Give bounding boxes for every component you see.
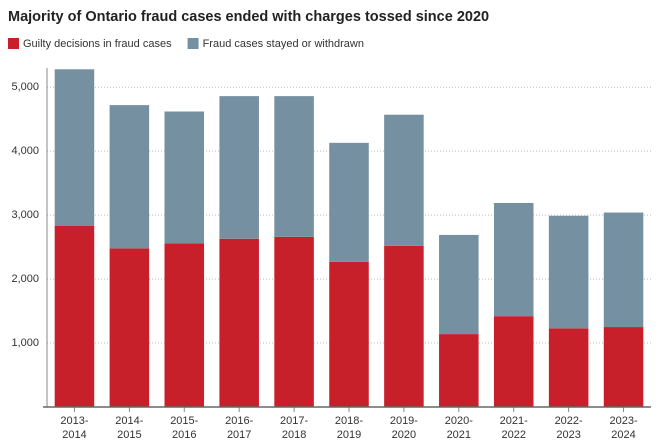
x-tick-label: 2022- 2023 <box>555 415 583 441</box>
x-tick-label-line: 2020 <box>392 429 416 441</box>
legend-label: Guilty decisions in fraud cases <box>23 38 172 50</box>
x-tick-label-line: 2019- <box>390 415 418 427</box>
x-tick-label-line: 2018- <box>335 415 363 427</box>
legend-label: Fraud cases stayed or withdrawn <box>203 38 364 50</box>
chart-title: Majority of Ontario fraud cases ended wi… <box>8 9 489 25</box>
x-tick-label-line: 2015- <box>170 415 198 427</box>
bar-segment <box>54 69 95 226</box>
y-tick-label: 4,000 <box>11 145 39 157</box>
bar-segment <box>164 111 205 244</box>
x-tick-label-line: 2024 <box>611 429 635 441</box>
bar-segment <box>109 105 150 249</box>
x-tick-label-line: 2021- <box>500 415 528 427</box>
x-tick-label: 2016- 2017 <box>225 415 253 441</box>
bar-segment <box>329 261 369 407</box>
x-tick-label-line: 2023- <box>609 415 637 427</box>
legend-swatch <box>187 38 199 49</box>
x-tick-label: 2019- 2020 <box>390 415 418 441</box>
x-tick-label-line: 2013- <box>60 415 88 427</box>
x-tick-label: 2017- 2018 <box>280 415 308 441</box>
x-tick-label: 2013- 2014 <box>60 415 88 441</box>
x-tick-label-line: 2022 <box>501 429 525 441</box>
x-tick-label: 2023- 2024 <box>609 415 637 441</box>
y-tick-label: 2,000 <box>11 273 39 285</box>
x-tick-label: 2015- 2016 <box>170 415 198 441</box>
x-tick-label-line: 2015 <box>117 429 141 441</box>
y-tick-label: 1,000 <box>11 337 39 349</box>
bar-segment <box>439 334 479 407</box>
x-tick-label-line: 2020- <box>445 415 473 427</box>
y-tick-label: 3,000 <box>11 209 39 221</box>
x-tick-label-line: 2017- <box>280 415 308 427</box>
x-tick-label: 2018- 2019 <box>335 415 363 441</box>
x-tick-label-line: 2014- <box>115 415 143 427</box>
bar-segment <box>603 212 644 328</box>
bar-segment <box>384 245 424 407</box>
bar-segment <box>109 248 150 407</box>
x-tick-label-line: 2023 <box>556 429 580 441</box>
x-tick-label-line: 2021 <box>447 429 471 441</box>
bar-segment <box>329 142 369 262</box>
bar-segment <box>548 328 589 407</box>
x-tick-label: 2020- 2021 <box>445 415 473 441</box>
bar-segment <box>274 96 314 237</box>
bar-segment <box>54 225 95 407</box>
x-tick-label-line: 2018 <box>282 429 306 441</box>
x-tick-label-line: 2016 <box>172 429 196 441</box>
y-tick-label: 5,000 <box>11 81 39 93</box>
x-tick-label-line: 2014 <box>62 429 86 441</box>
x-tick-label-line: 2017 <box>227 429 251 441</box>
x-tick-label: 2021- 2022 <box>500 415 528 441</box>
x-tick-label-line: 2019 <box>337 429 361 441</box>
bar-segment <box>439 234 479 335</box>
bar-segment <box>274 236 314 407</box>
x-tick-label: 2014- 2015 <box>115 415 143 441</box>
bar-segment <box>384 114 424 246</box>
x-tick-label-line: 2016- <box>225 415 253 427</box>
x-tick-label-line: 2022- <box>555 415 583 427</box>
bar-segment <box>164 243 205 407</box>
bar-segment <box>603 327 644 407</box>
bar-segment <box>219 238 259 407</box>
bar-segment <box>493 316 534 407</box>
bar-segment <box>219 96 259 239</box>
bar-segment <box>548 215 589 329</box>
legend-swatch <box>8 38 19 49</box>
bar-segment <box>493 202 534 317</box>
